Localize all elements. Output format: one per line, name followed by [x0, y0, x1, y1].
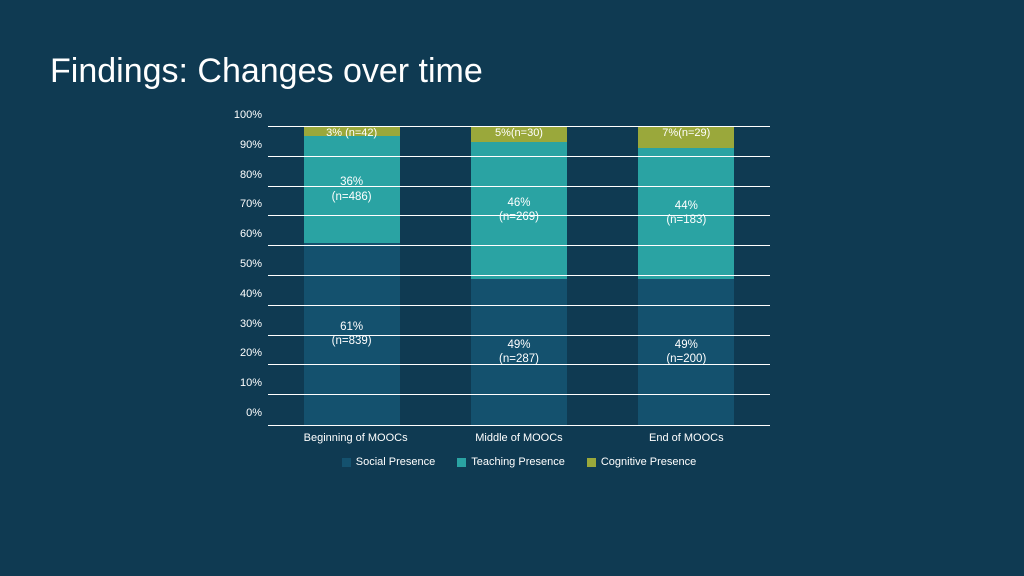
gridline [268, 394, 770, 395]
legend-item-social: Social Presence [342, 456, 436, 468]
y-tick-label: 80% [224, 169, 268, 181]
bar-segment-teaching: 36% (n=486) [304, 136, 400, 243]
gridline [268, 305, 770, 306]
gridline [268, 156, 770, 157]
gridline [268, 215, 770, 216]
gridline [268, 335, 770, 336]
bar-segment-teaching: 46% (n=269) [471, 142, 567, 279]
y-tick-label: 50% [224, 258, 268, 270]
y-tick-label: 100% [224, 109, 268, 121]
gridline [268, 275, 770, 276]
legend-swatch [457, 458, 466, 467]
legend-item-cognitive: Cognitive Presence [587, 456, 696, 468]
bar-segment-social: 49% (n=200) [638, 279, 734, 425]
y-tick-label: 20% [224, 347, 268, 359]
chart: 3% (n=42)36% (n=486)61% (n=839) 5%(n=30) 4… [220, 128, 770, 468]
y-tick-label: 30% [224, 318, 268, 330]
y-tick-label: 90% [224, 139, 268, 151]
bar: 3% (n=42)36% (n=486)61% (n=839) [304, 127, 400, 425]
plot-area: 3% (n=42)36% (n=486)61% (n=839) 5%(n=30) 4… [268, 128, 770, 426]
bar-segment-cognitive: 3% (n=42) [304, 127, 400, 136]
legend: Social Presence Teaching Presence Cognitiv… [268, 456, 770, 468]
gridline [268, 364, 770, 365]
y-tick-label: 70% [224, 198, 268, 210]
x-tick-label: Beginning of MOOCs [304, 432, 400, 444]
bars-container: 3% (n=42)36% (n=486)61% (n=839) 5%(n=30) 4… [268, 128, 770, 425]
bar-segment-cognitive: 5%(n=30) [471, 127, 567, 142]
legend-swatch [587, 458, 596, 467]
x-tick-label: Middle of MOOCs [471, 432, 567, 444]
segment-label: 7%(n=29) [638, 127, 734, 139]
bar-segment-social: 49% (n=287) [471, 279, 567, 425]
slide-title: Findings: Changes over time [50, 52, 483, 91]
bar: 7%(n=29) 44% (n=183)49% (n=200) [638, 127, 734, 425]
legend-label: Cognitive Presence [601, 456, 696, 468]
y-tick-label: 0% [224, 407, 268, 419]
y-tick-label: 60% [224, 228, 268, 240]
legend-label: Teaching Presence [471, 456, 565, 468]
legend-item-teaching: Teaching Presence [457, 456, 565, 468]
segment-label: 5%(n=30) [471, 127, 567, 139]
bar: 5%(n=30) 46% (n=269)49% (n=287) [471, 127, 567, 425]
y-tick-label: 10% [224, 377, 268, 389]
legend-swatch [342, 458, 351, 467]
bar-segment-teaching: 44% (n=183) [638, 148, 734, 279]
bar-segment-cognitive: 7%(n=29) [638, 127, 734, 148]
gridline [268, 126, 770, 127]
x-tick-label: End of MOOCs [638, 432, 734, 444]
x-axis-labels: Beginning of MOOCs Middle of MOOCs End of … [268, 432, 770, 444]
gridline [268, 245, 770, 246]
gridline [268, 186, 770, 187]
legend-label: Social Presence [356, 456, 436, 468]
y-tick-label: 40% [224, 288, 268, 300]
